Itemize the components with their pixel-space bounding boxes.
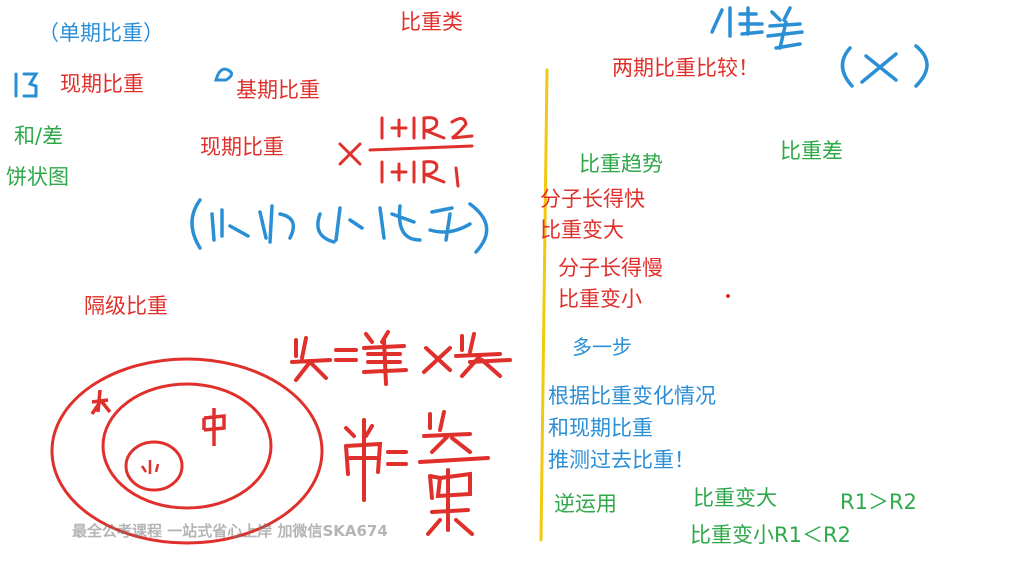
red-dot bbox=[726, 294, 730, 298]
reverse-use-label: 逆运用 bbox=[554, 492, 617, 516]
formula-ink bbox=[338, 116, 474, 188]
nested-circles bbox=[50, 357, 324, 545]
numerator-slow-label: 分子长得慢 bbox=[558, 256, 663, 280]
red-equation-1 bbox=[290, 330, 512, 386]
share-down-r1-lt-r2-label: 比重变小R1＜R2 bbox=[690, 523, 851, 547]
red-equation-2 bbox=[344, 410, 490, 536]
current-share-formula-label: 现期比重 bbox=[200, 135, 284, 159]
share-up-label-2: 比重变大 bbox=[693, 486, 777, 510]
infer-line-2: 和现期比重 bbox=[548, 416, 653, 440]
blue-scribble bbox=[190, 198, 489, 254]
two-period-compare-title: 两期比重比较！ bbox=[612, 56, 759, 80]
share-up-label: 比重变大 bbox=[540, 218, 624, 242]
current-share-label: 现期比重 bbox=[60, 72, 144, 96]
category-title: 比重类 bbox=[400, 10, 463, 34]
r1-gt-r2-label: R1＞R2 bbox=[840, 490, 917, 514]
sum-diff-label: 和/差 bbox=[14, 124, 64, 148]
infer-line-1: 根据比重变化情况 bbox=[548, 384, 716, 408]
numerator-fast-label: 分子长得快 bbox=[540, 187, 645, 211]
blue-tick bbox=[214, 67, 233, 82]
share-down-label: 比重变小 bbox=[558, 287, 642, 311]
share-diff-label: 比重差 bbox=[780, 139, 843, 163]
single-period-label: （单期比重） bbox=[38, 21, 164, 45]
blue-13-mark bbox=[14, 72, 39, 98]
vertical-divider bbox=[539, 68, 549, 542]
blue-diff-note bbox=[710, 6, 929, 88]
gap-share-label: 隔级比重 bbox=[84, 294, 168, 318]
pie-chart-label: 饼状图 bbox=[6, 165, 69, 189]
one-more-step-label: 多一步 bbox=[572, 335, 632, 359]
base-share-label: 基期比重 bbox=[236, 78, 320, 102]
share-trend-label: 比重趋势 bbox=[579, 152, 663, 176]
watermark-text: 最全公考课程 一站式省心上岸 加微信SKA674 bbox=[72, 522, 388, 540]
infer-line-3: 推测过去比重！ bbox=[548, 448, 695, 472]
